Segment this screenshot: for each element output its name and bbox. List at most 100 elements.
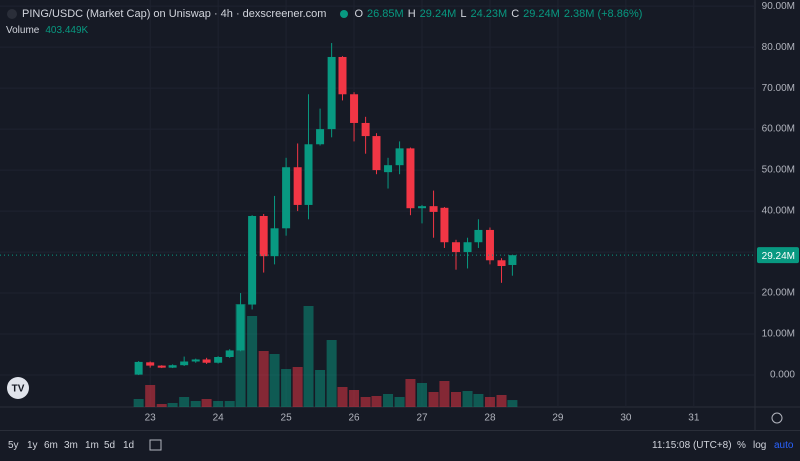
- volume-bar: [360, 397, 371, 407]
- candle-body: [395, 148, 404, 166]
- range[interactable]: 1m: [85, 440, 99, 451]
- volume-bar: [145, 385, 156, 407]
- range[interactable]: 3m: [64, 440, 78, 451]
- volume-value: 403.449K: [45, 25, 89, 36]
- candle-body: [497, 260, 506, 267]
- x-tick-label: 27: [416, 413, 428, 424]
- candle-body: [146, 362, 155, 366]
- volume-bar: [133, 399, 144, 407]
- candle-body: [236, 304, 245, 351]
- volume-bar: [405, 379, 416, 407]
- candle-body: [406, 148, 415, 209]
- volume-bar: [484, 397, 495, 407]
- ohlc-value: 26.85M: [367, 8, 404, 20]
- header: PING/USDC (Market Cap) on Uniswap · 4h ·…: [6, 8, 642, 20]
- candle-body: [270, 228, 279, 257]
- candle-body: [463, 242, 472, 253]
- ohlc-value: 29.24M: [523, 8, 560, 20]
- candle-body: [440, 207, 449, 243]
- candle-body: [304, 144, 313, 205]
- y-tick-label: 90.00M: [762, 1, 795, 12]
- price-label: 29.24M: [762, 251, 795, 262]
- volume-bar: [326, 340, 337, 407]
- candle-body: [134, 361, 143, 375]
- change: 2.38M (+8.86%): [563, 8, 643, 20]
- candle-body: [372, 136, 381, 171]
- option[interactable]: auto: [774, 440, 794, 451]
- y-tick-label: 0.000: [770, 370, 795, 381]
- candle-body: [180, 361, 189, 366]
- ohlc-key: C: [511, 8, 520, 20]
- candle-body: [293, 167, 302, 205]
- volume-label: Volume: [6, 25, 40, 36]
- range[interactable]: 6m: [44, 440, 58, 451]
- date-range-icon[interactable]: [149, 439, 163, 451]
- volume-bar: [394, 397, 405, 407]
- range[interactable]: 5y: [8, 440, 19, 451]
- ohlc-key: L: [460, 8, 467, 20]
- y-tick-label: 10.00M: [762, 329, 795, 340]
- volume-bar: [213, 401, 224, 407]
- volume-bar: [450, 392, 461, 407]
- toolbar: 5y 1y 6m 3m 1m 5d 1d 11:15:08 (UTC+8) % …: [0, 430, 800, 461]
- ohlc-key: H: [407, 8, 416, 20]
- chart: TV 0.00010.00M20.00M30.00M40.00M50.00M60…: [0, 0, 800, 430]
- icon: [7, 9, 17, 19]
- volume-bar: [303, 306, 314, 407]
- candle-body: [259, 216, 268, 257]
- candle-body: [338, 56, 347, 95]
- x-tick-label: 31: [688, 413, 700, 424]
- volume-bar: [156, 404, 167, 407]
- candle-body: [418, 206, 427, 209]
- y-tick-label: 70.00M: [762, 83, 795, 94]
- candle-body: [429, 206, 438, 212]
- candle-body: [327, 56, 336, 130]
- volume-bar: [269, 354, 280, 407]
- range[interactable]: 1d: [123, 440, 135, 451]
- option[interactable]: %: [737, 440, 746, 451]
- volume-bar: [167, 403, 178, 407]
- volume-bar: [224, 401, 235, 407]
- x-tick-label: 30: [620, 413, 632, 424]
- volume-bar: [292, 367, 303, 407]
- price-label-box: [757, 247, 799, 264]
- candle-body: [157, 365, 166, 368]
- y-tick-label: 50.00M: [762, 165, 795, 176]
- volume-bar: [315, 370, 326, 407]
- candle-body: [384, 165, 393, 173]
- volume-bar: [190, 401, 201, 407]
- y-tick-label: 40.00M: [762, 206, 795, 217]
- ohlc-value: 24.23M: [470, 8, 508, 20]
- title: PING/USDC (Market Cap) on Uniswap · 4h ·…: [22, 8, 327, 20]
- volume-bar: [201, 399, 212, 407]
- volume-bar: [349, 390, 360, 407]
- volume-bar: [428, 392, 439, 407]
- candle-body: [316, 129, 325, 145]
- candle-body: [214, 356, 223, 363]
- volume-bar: [281, 369, 292, 407]
- candle-body: [225, 350, 234, 357]
- volume-bar: [258, 351, 269, 407]
- volume-bar: [337, 387, 348, 407]
- volume-bar: [496, 395, 507, 407]
- option[interactable]: log: [753, 440, 767, 451]
- candle-body: [451, 242, 460, 253]
- x-tick-label: 25: [281, 413, 293, 424]
- range[interactable]: 5d: [104, 440, 116, 451]
- candle-body: [168, 365, 177, 368]
- candle-body: [350, 94, 359, 123]
- volume-bar: [439, 381, 450, 407]
- candle-body: [282, 167, 291, 229]
- x-tick-label: 23: [145, 413, 157, 424]
- x-tick-label: 26: [348, 413, 360, 424]
- volume-bar: [371, 396, 382, 407]
- volume-bar: [473, 394, 484, 407]
- ohlc-key: O: [354, 8, 363, 20]
- y-tick-label: 60.00M: [762, 124, 795, 135]
- settings-icon[interactable]: [771, 412, 783, 424]
- logo-mark: TV: [12, 384, 25, 395]
- eye-icon[interactable]: [338, 8, 350, 20]
- clock: 11:15:08 (UTC+8): [652, 440, 732, 451]
- range[interactable]: 1y: [27, 440, 38, 451]
